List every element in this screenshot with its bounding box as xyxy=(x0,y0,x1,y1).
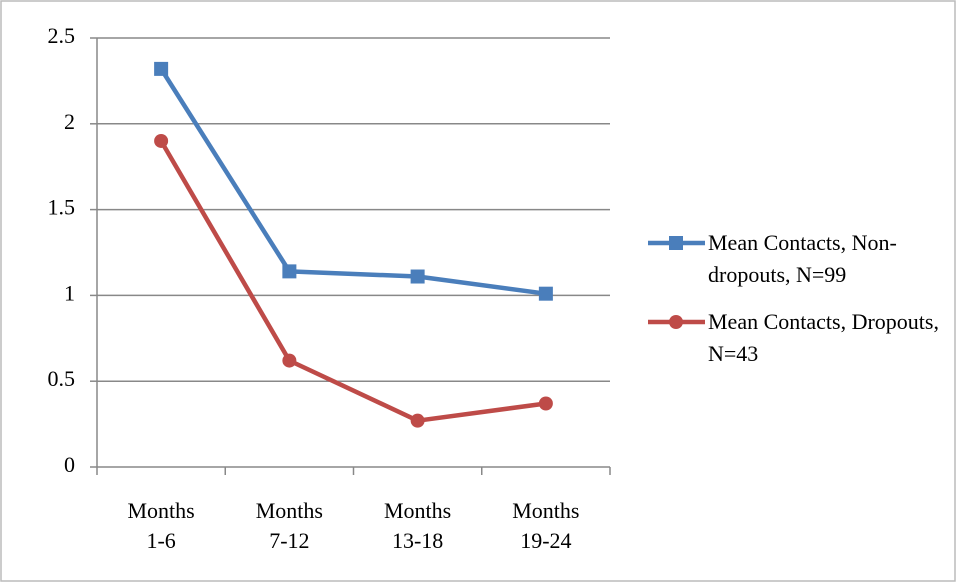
point xyxy=(669,236,683,250)
series-line xyxy=(159,67,547,296)
y-tick-label: 0.5 xyxy=(48,366,76,391)
y-tick-label: 1 xyxy=(64,280,75,305)
y-tick-label: 1.5 xyxy=(48,195,76,220)
x-tick-label: Months 19-24 xyxy=(512,498,580,553)
point xyxy=(282,353,297,368)
point xyxy=(538,396,553,411)
y-tick-label: 2.5 xyxy=(48,23,76,48)
x-tick-label: Months 7-12 xyxy=(255,498,323,553)
x-tick-label: Months 1-6 xyxy=(127,498,195,553)
point xyxy=(410,413,425,428)
y-tick-label: 2 xyxy=(64,109,75,134)
point xyxy=(669,315,683,329)
legend-label: Mean Contacts, Non-dropouts, N=99 xyxy=(708,230,897,287)
legend-label: Mean Contacts, Dropouts, N=43 xyxy=(708,309,939,366)
y-tick-label: 0 xyxy=(64,452,75,477)
point xyxy=(410,269,425,284)
series-line xyxy=(159,139,547,423)
point xyxy=(154,133,169,148)
point xyxy=(538,286,553,301)
point xyxy=(154,61,169,76)
x-tick-label: Months 13-18 xyxy=(384,498,452,553)
point xyxy=(282,264,297,279)
